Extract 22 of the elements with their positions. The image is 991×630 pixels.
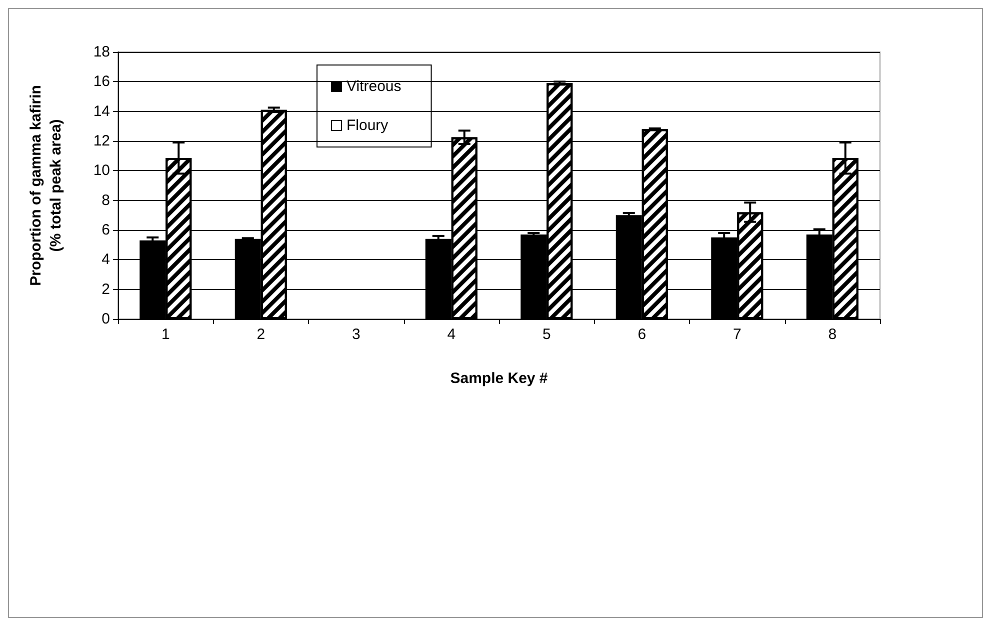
y-tick-label: 18 <box>93 44 110 60</box>
x-tick-label: 2 <box>256 326 266 343</box>
legend-label: Vitreous <box>346 78 402 95</box>
x-tick-label: 5 <box>542 326 551 343</box>
y-tick-label: 8 <box>102 192 110 209</box>
legend-label: Floury <box>346 117 389 134</box>
y-tick-label: 4 <box>102 251 110 268</box>
y-tick-label: 6 <box>102 222 110 238</box>
y-tick-label: 12 <box>93 132 110 150</box>
y-tick-label: 2 <box>102 280 110 298</box>
x-tick-label: 7 <box>732 326 742 343</box>
x-tick-label: 4 <box>447 326 456 343</box>
y-axis-title: Proportion of gamma kafirin (% total peak area) <box>28 85 64 286</box>
y-tick-label: 10 <box>93 162 110 180</box>
x-tick-label: 8 <box>828 326 837 343</box>
x-tick-label: 1 <box>161 326 170 343</box>
y-tick-label: 0 <box>102 310 110 328</box>
x-tick-label: 6 <box>638 326 646 343</box>
x-tick-label: 3 <box>352 326 360 343</box>
y-tick-label: 16 <box>93 73 110 90</box>
x-axis-title: Sample Key # <box>450 370 548 387</box>
y-tick-label: 14 <box>93 102 110 120</box>
